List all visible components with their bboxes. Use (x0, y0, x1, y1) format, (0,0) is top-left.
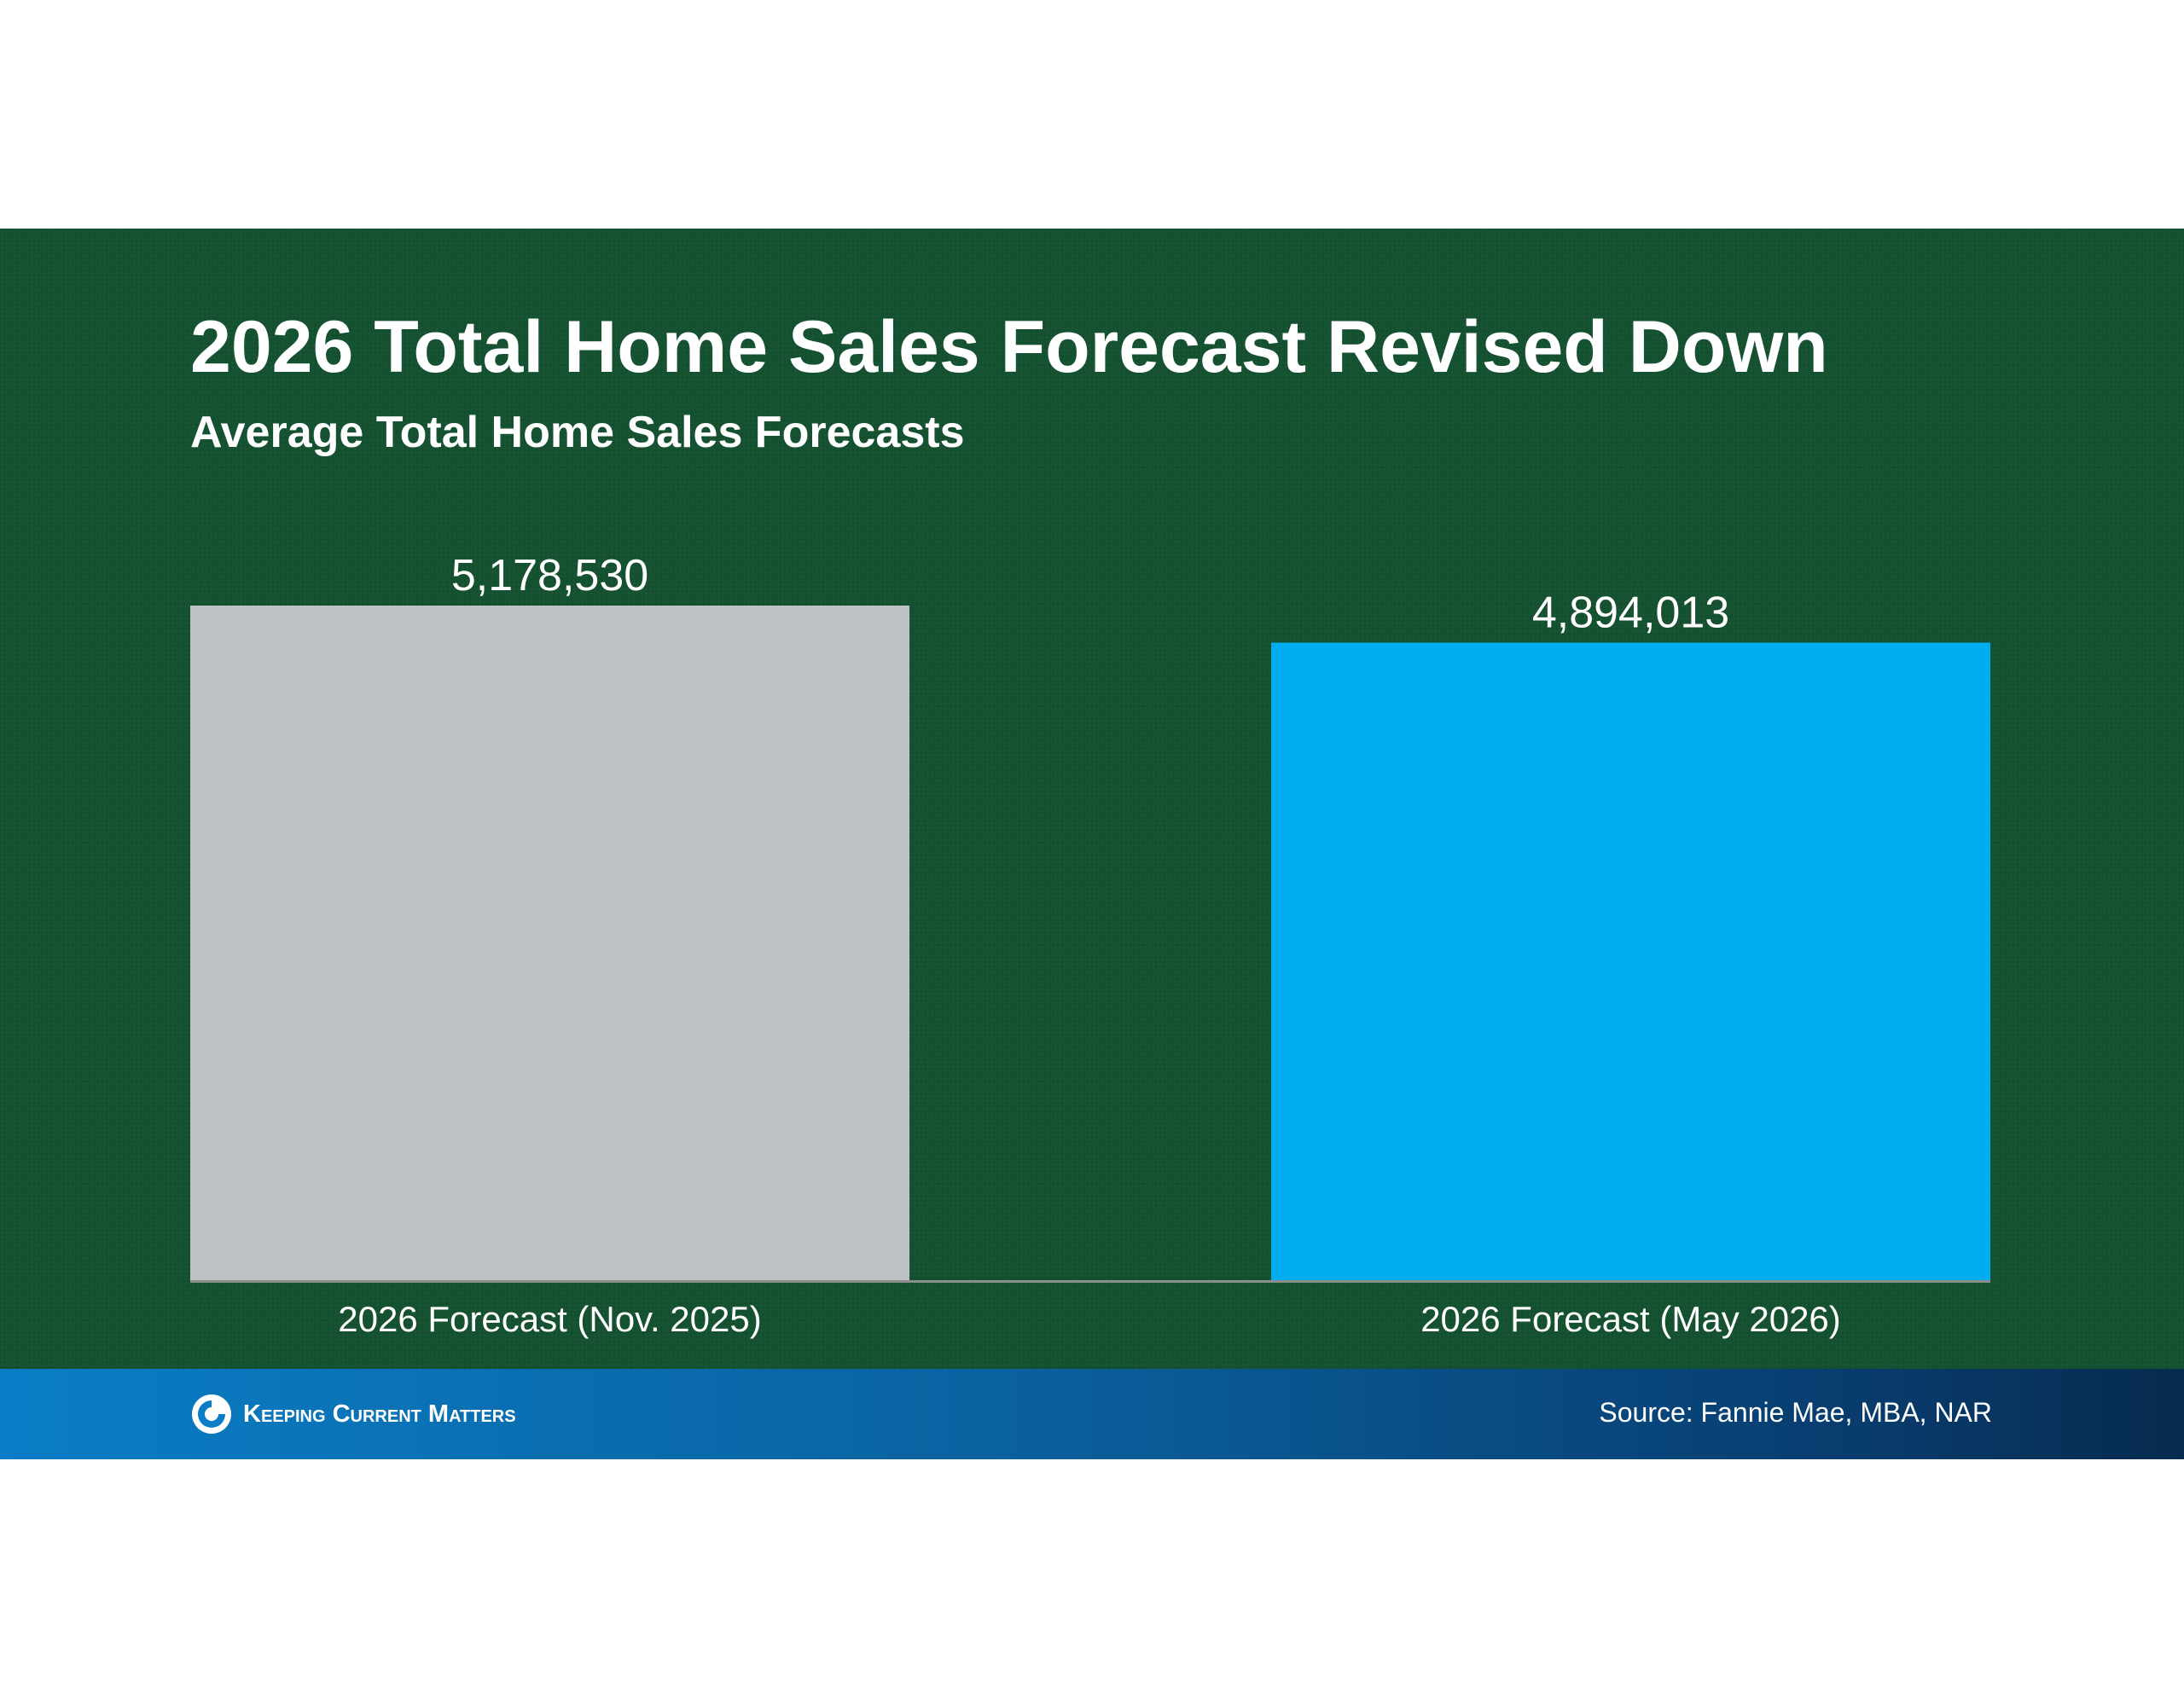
data-label-1: 5,178,530 (451, 551, 648, 600)
category-label-2: 2026 Forecast (May 2026) (1420, 1299, 1841, 1339)
chart-panel: 2026 Total Home Sales Forecast Revised D… (0, 229, 2184, 1369)
footer-bar: Keeping Current Matters Source: Fannie M… (0, 1369, 2184, 1459)
bar-1 (190, 606, 909, 1280)
source-note: Source: Fannie Mae, MBA, NAR (1599, 1397, 1992, 1428)
bar-chart: 5,178,530 2026 Forecast (Nov. 2025) 4,894,… (190, 551, 1990, 1339)
slide: 2026 Total Home Sales Forecast Revised D… (0, 229, 2184, 1459)
category-label-1: 2026 Forecast (Nov. 2025) (338, 1299, 761, 1339)
kcm-logo: Keeping Current Matters (190, 1390, 516, 1438)
chart-subtitle: Average Total Home Sales Forecasts (190, 408, 965, 457)
bar-2 (1271, 642, 1990, 1280)
logo-text: Keeping Current Matters (243, 1400, 516, 1428)
kcm-swirl-icon (192, 1394, 231, 1434)
chart-title: 2026 Total Home Sales Forecast Revised D… (190, 306, 1828, 388)
data-label-2: 4,894,013 (1532, 588, 1729, 637)
